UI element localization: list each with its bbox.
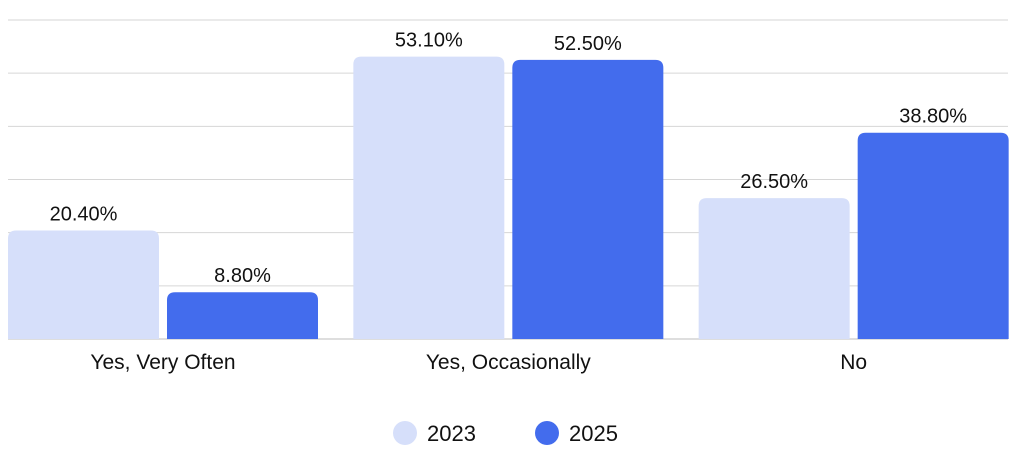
data-label: 8.80% xyxy=(214,265,271,287)
bar-2023-2 xyxy=(698,198,850,339)
data-label: 26.50% xyxy=(740,171,808,193)
bar-2023-1 xyxy=(353,56,505,340)
data-label: 53.10% xyxy=(395,30,463,52)
category-label: No xyxy=(840,351,867,374)
legend-label: 2023 xyxy=(427,421,476,446)
data-labels: 20.40% 8.80% 53.10% 52.50% 26.50% 38.80% xyxy=(50,30,968,288)
gridlines xyxy=(8,19,1008,340)
bar-2025-1 xyxy=(512,59,664,339)
data-label: 52.50% xyxy=(554,33,622,55)
bar-2025-2 xyxy=(857,132,1009,339)
legend: 2023 2025 xyxy=(393,421,618,446)
x-axis: Yes, Very Often Yes, Occasionally No xyxy=(90,351,867,374)
bars xyxy=(8,56,1009,340)
legend-swatch-2025 xyxy=(535,421,559,445)
category-label: Yes, Occasionally xyxy=(426,351,591,374)
data-label: 20.40% xyxy=(50,204,118,226)
category-label: Yes, Very Often xyxy=(90,351,235,374)
bar-2025-0 xyxy=(167,292,318,339)
bar-2023-0 xyxy=(8,230,159,339)
data-label: 38.80% xyxy=(899,106,967,128)
legend-label: 2025 xyxy=(569,421,618,446)
legend-swatch-2023 xyxy=(393,421,417,445)
